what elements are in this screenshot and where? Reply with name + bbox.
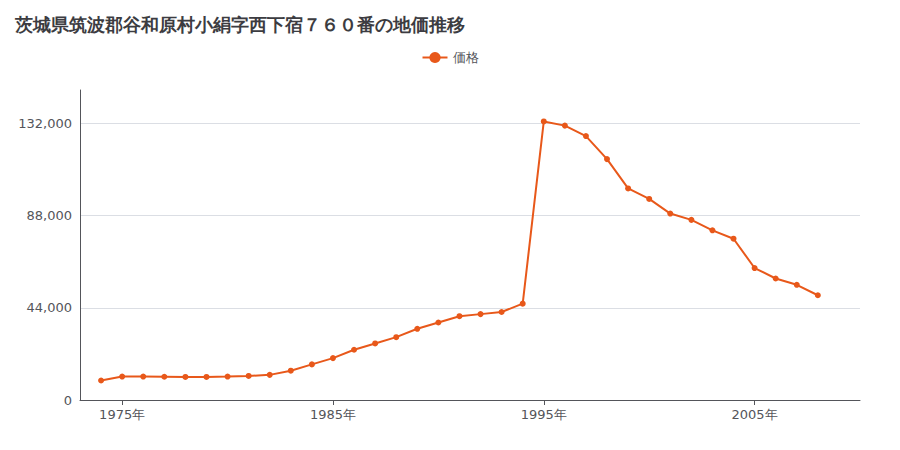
svg-text:0: 0 (64, 393, 72, 408)
svg-text:1995年: 1995年 (521, 407, 567, 422)
svg-text:132,000: 132,000 (18, 116, 72, 131)
svg-text:茨城県筑波郡谷和原村小絹字西下宿７６０番の地価推移: 茨城県筑波郡谷和原村小絹字西下宿７６０番の地価推移 (14, 14, 465, 35)
svg-text:1985年: 1985年 (310, 407, 356, 422)
svg-text:2005年: 2005年 (732, 407, 778, 422)
svg-text:88,000: 88,000 (27, 208, 73, 223)
svg-text:44,000: 44,000 (27, 300, 73, 315)
svg-text:1975年: 1975年 (99, 407, 145, 422)
svg-text:価格: 価格 (453, 50, 479, 65)
